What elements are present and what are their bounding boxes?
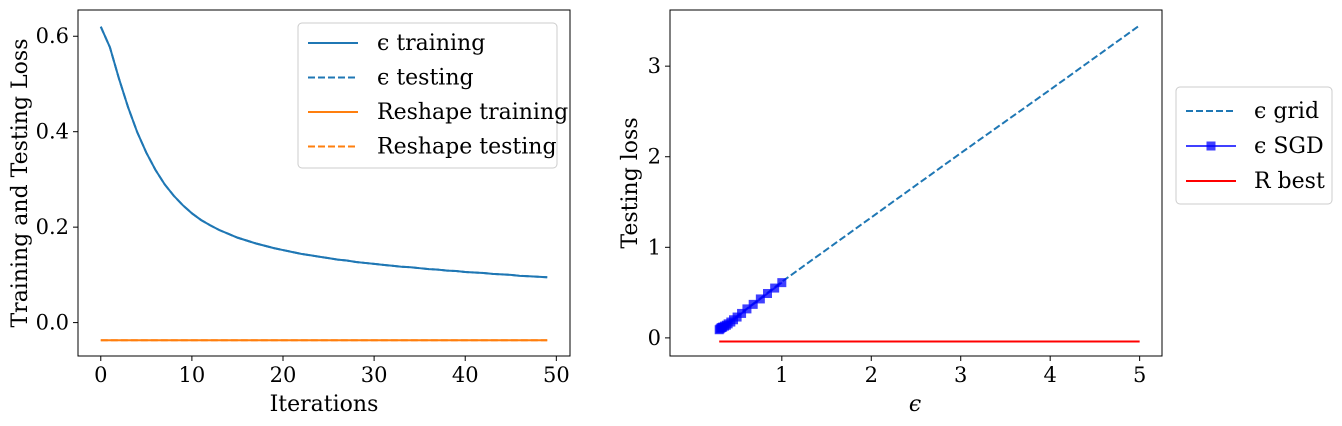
left-plot-legend: ϵ training ϵ testing Reshape training Resha… bbox=[297, 22, 568, 169]
right-plot-marker bbox=[742, 304, 752, 314]
left-plot-x-tick-label: 20 bbox=[270, 363, 297, 387]
left-plot-x-tick-label: 10 bbox=[179, 363, 206, 387]
left-plot-x-label: Iterations bbox=[270, 392, 379, 417]
left-plot-series-epsilon-testing bbox=[99, 26, 548, 279]
right-plot-frame bbox=[669, 9, 1163, 357]
right-plot-y-label: Testing loss bbox=[618, 117, 643, 248]
right-plot-x-tick-label: 5 bbox=[1133, 363, 1146, 387]
right-plot-legend-box bbox=[1175, 86, 1333, 205]
right-plot-legend-label: R best bbox=[1254, 169, 1325, 194]
left-plot-frame bbox=[77, 9, 571, 357]
right-plot-legend-marker bbox=[1206, 141, 1216, 151]
right-plot-legend-label: ϵ grid bbox=[1254, 99, 1319, 124]
left-plot-x-tick-label: 0 bbox=[94, 363, 107, 387]
right-plot-marker bbox=[737, 308, 747, 318]
left-plot-y-tick-label: 0.0 bbox=[36, 311, 69, 335]
right-plot-x-tick-label: 2 bbox=[865, 363, 878, 387]
left-plot-legend-label: Reshape training bbox=[377, 100, 568, 125]
right-plot-series bbox=[714, 24, 1141, 343]
left-plot-legend-label: Reshape testing bbox=[377, 135, 557, 160]
right-plot-x-tick-label: 4 bbox=[1043, 363, 1056, 387]
left-plot-x-tick-label: 50 bbox=[543, 363, 570, 387]
right-plot: 1 2 3 4 5 0 1 2 3 ϵ Testing loss ϵ grid ϵ SGD R b… bbox=[618, 9, 1333, 417]
right-plot-x-ticks: 1 2 3 4 5 bbox=[775, 356, 1146, 387]
right-plot-marker bbox=[755, 294, 765, 304]
right-plot-marker bbox=[770, 283, 780, 293]
right-plot-y-tick-label: 0 bbox=[648, 326, 661, 350]
right-plot-y-tick-label: 1 bbox=[648, 235, 661, 259]
right-plot-legend-label: ϵ SGD bbox=[1254, 134, 1324, 159]
left-plot-y-tick-label: 0.4 bbox=[36, 120, 69, 144]
left-plot-y-tick-label: 0.2 bbox=[36, 215, 69, 239]
right-plot-y-tick-label: 2 bbox=[648, 145, 661, 169]
left-plot-legend-label: ϵ testing bbox=[377, 66, 474, 91]
left-plot: 0 10 20 30 40 50 0.0 0.2 0.4 0.6 Iterations Trai… bbox=[8, 9, 571, 417]
right-plot-x-label: ϵ bbox=[909, 392, 921, 417]
right-plot-legend: ϵ grid ϵ SGD R best bbox=[1175, 86, 1333, 205]
left-plot-x-ticks: 0 10 20 30 40 50 bbox=[94, 356, 570, 387]
right-plot-marker bbox=[763, 289, 773, 299]
left-plot-x-tick-label: 30 bbox=[361, 363, 388, 387]
right-plot-x-tick-label: 1 bbox=[775, 363, 788, 387]
left-plot-y-label: Training and Testing Loss bbox=[8, 39, 33, 328]
left-plot-x-tick-label: 40 bbox=[452, 363, 479, 387]
left-plot-legend-box bbox=[297, 22, 558, 169]
left-plot-legend-label: ϵ training bbox=[377, 31, 485, 56]
right-plot-x-tick-label: 3 bbox=[954, 363, 967, 387]
right-plot-marker bbox=[777, 278, 787, 288]
left-plot-series bbox=[99, 26, 548, 342]
right-plot-y-ticks: 0 1 2 3 bbox=[648, 54, 670, 350]
right-plot-y-tick-label: 3 bbox=[648, 54, 661, 78]
left-plot-y-tick-label: 0.6 bbox=[36, 24, 69, 48]
left-plot-y-ticks: 0.0 0.2 0.4 0.6 bbox=[36, 24, 78, 335]
right-plot-marker bbox=[748, 299, 758, 309]
